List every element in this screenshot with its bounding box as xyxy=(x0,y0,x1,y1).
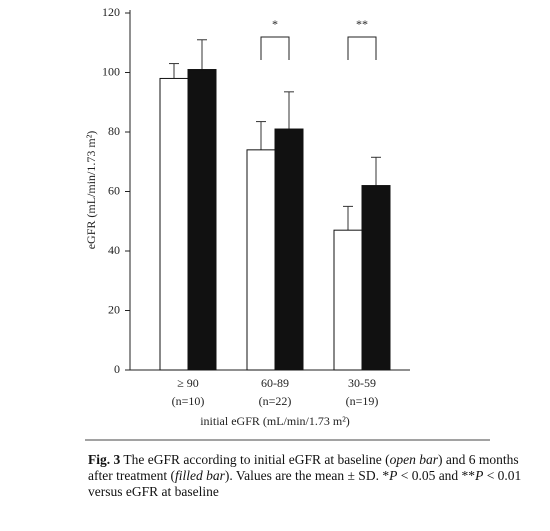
y-tick-label: 40 xyxy=(108,243,120,257)
bar xyxy=(361,185,391,371)
caption-segment: P xyxy=(475,468,484,483)
caption: Fig. 3 The eGFR according to initial eGF… xyxy=(88,452,528,500)
y-tick-label: 120 xyxy=(102,5,120,19)
y-axis-label: eGFR (mL/min/1.73 m²) xyxy=(84,131,98,250)
bar xyxy=(159,77,189,371)
chart: eGFR (mL/min/1.73 m²) initial eGFR (mL/m… xyxy=(84,5,490,441)
significance-label: * xyxy=(272,17,278,31)
y-tick-label: 0 xyxy=(114,362,120,376)
caption-segment: ). Values are the mean ± SD. * xyxy=(224,468,390,483)
significance-label: ** xyxy=(356,17,368,31)
caption-segment: open bar xyxy=(389,452,438,467)
caption-segment: Fig. 3 xyxy=(88,452,121,467)
significance-bracket xyxy=(347,36,377,60)
y-tick-label: 20 xyxy=(108,302,120,316)
x-tick-label: 30-59 xyxy=(348,376,376,390)
x-tick-sublabel: (n=19) xyxy=(346,394,379,408)
caption-segment: filled bar xyxy=(174,468,225,483)
x-tick-label: 60-89 xyxy=(261,376,289,390)
significance-bracket xyxy=(260,36,290,60)
bar xyxy=(187,69,217,371)
bar xyxy=(274,128,304,371)
x-axis-label: initial eGFR (mL/min/1.73 m²) xyxy=(200,414,350,428)
bar xyxy=(246,149,276,371)
caption-segment: < 0.05 and ** xyxy=(397,468,476,483)
y-tick-label: 60 xyxy=(108,183,120,197)
y-tick-label: 100 xyxy=(102,64,120,78)
caption-segment: P xyxy=(389,468,398,483)
x-tick-label: ≥ 90 xyxy=(177,376,199,390)
x-tick-sublabel: (n=10) xyxy=(172,394,205,408)
caption-segment: ) and 6 months after treatment ( xyxy=(88,452,519,483)
y-tick-label: 80 xyxy=(108,124,120,138)
bar xyxy=(333,229,363,371)
x-tick-sublabel: (n=22) xyxy=(259,394,292,408)
caption-segment: The eGFR according to initial eGFR at ba… xyxy=(120,452,390,467)
caption-segment: < 0.01 versus eGFR at baseline xyxy=(88,468,522,499)
